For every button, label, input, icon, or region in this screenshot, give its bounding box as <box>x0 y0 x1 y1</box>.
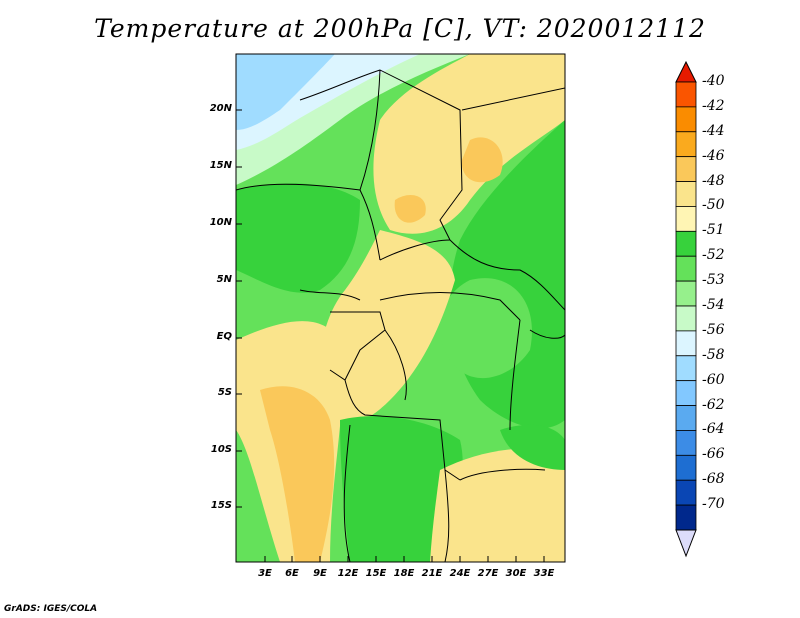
colorbar-label: -40 <box>702 73 725 89</box>
colorbar-top-triangle <box>675 60 697 83</box>
colorbar-swatch <box>675 479 697 506</box>
colorbar <box>675 60 697 558</box>
colorbar-swatch <box>675 430 697 456</box>
lat-label: 10N <box>209 217 232 228</box>
lat-label: 15N <box>209 160 232 171</box>
colorbar-label: -42 <box>702 97 725 114</box>
colorbar-swatch <box>675 206 697 232</box>
colorbar-label: -51 <box>702 222 725 239</box>
colorbar-swatch <box>675 355 697 382</box>
colorbar-swatch <box>675 106 697 133</box>
colorbar-label: -58 <box>702 346 725 363</box>
colorbar-label: -50 <box>702 197 725 214</box>
lat-label: 15S <box>210 500 232 511</box>
lat-label: EQ <box>216 331 232 342</box>
colorbar-label: -52 <box>702 247 725 264</box>
colorbar-swatch <box>675 156 697 182</box>
colorbar-swatch <box>675 405 697 431</box>
colorbar-swatch <box>675 230 697 257</box>
lon-label: 21E <box>421 568 443 579</box>
lon-label: 3E <box>258 568 272 579</box>
axis-ticks <box>236 109 545 562</box>
colorbar-swatch <box>675 81 697 108</box>
colorbar-swatch <box>675 131 697 158</box>
colorbar-label: -48 <box>702 172 725 189</box>
lat-label: 5N <box>216 274 232 285</box>
lon-label: 18E <box>393 568 415 579</box>
colorbar-label: -64 <box>702 421 725 438</box>
lon-label: 9E <box>313 568 327 579</box>
map-frame <box>235 53 566 563</box>
colorbar-label: -68 <box>702 471 725 488</box>
colorbar-label: -44 <box>702 122 725 139</box>
lon-label: 12E <box>337 568 359 579</box>
lon-label: 24E <box>449 568 471 579</box>
lat-label: 20N <box>209 103 232 114</box>
lat-label: 5S <box>217 387 232 398</box>
colorbar-label: -62 <box>702 396 725 413</box>
temperature-field <box>236 54 565 562</box>
lon-label: 15E <box>365 568 387 579</box>
colorbar-label: -54 <box>702 297 725 313</box>
colorbar-label: -66 <box>702 446 725 463</box>
map-title: Temperature at 200hPa [C], VT: 202001211… <box>94 14 706 43</box>
colorbar-swatch <box>675 305 697 332</box>
lon-label: 33E <box>533 568 555 579</box>
colorbar-swatch <box>675 280 697 307</box>
lon-label: 6E <box>285 568 299 579</box>
colorbar-label: -60 <box>702 371 725 388</box>
lon-label: 30E <box>505 568 527 579</box>
colorbar-swatch <box>675 330 697 357</box>
country-borders <box>236 69 565 562</box>
colorbar-bottom-triangle <box>675 529 697 558</box>
colorbar-swatch <box>675 504 697 531</box>
footer-credit: GrADS: IGES/COLA <box>4 604 98 614</box>
colorbar-swatch <box>675 454 697 481</box>
lon-label: 27E <box>477 568 499 579</box>
colorbar-swatch <box>675 181 697 207</box>
colorbar-label: -46 <box>702 147 725 164</box>
colorbar-swatch <box>675 255 697 282</box>
lat-label: 10S <box>210 444 232 455</box>
colorbar-label: -56 <box>702 321 725 338</box>
colorbar-label: -70 <box>702 496 725 513</box>
colorbar-swatch <box>675 380 697 406</box>
colorbar-label: -53 <box>702 272 725 289</box>
